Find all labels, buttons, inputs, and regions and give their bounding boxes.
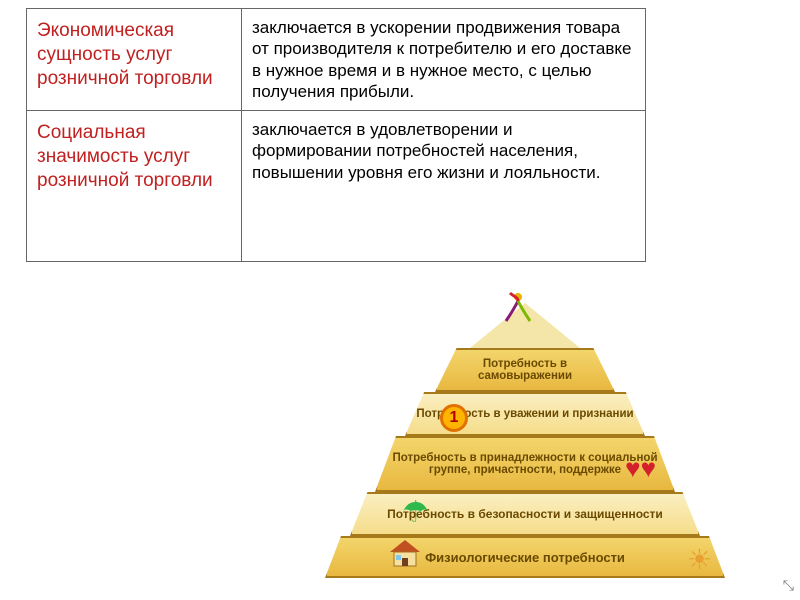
table-row: Экономическая сущность услуг розничной т… [27, 9, 645, 111]
definitions-table: Экономическая сущность услуг розничной т… [26, 8, 646, 262]
term-cell: Экономическая сущность услуг розничной т… [27, 9, 242, 110]
term-cell: Социальная значимость услуг розничной то… [27, 111, 242, 261]
maslow-pyramid: Потребность в самовыражении Потребность … [310, 270, 740, 590]
layer-label: Физиологические потребности [425, 550, 625, 565]
dancer-icon [504, 291, 532, 330]
pyramid-layer-1: Потребность в самовыражении [435, 348, 615, 392]
resize-handle-icon: ⤡ [783, 577, 794, 594]
hearts-icon: ♥♥ [625, 453, 656, 484]
definition-cell: заключается в ускорении продвижения това… [242, 9, 645, 110]
medal-number: 1 [450, 409, 459, 427]
definition-cell: заключается в удовлетворении и формирова… [242, 111, 645, 261]
layer-label: Потребность в самовыражении [437, 358, 613, 382]
umbrella-icon: ☂ [402, 495, 429, 530]
table-row: Социальная значимость услуг розничной то… [27, 111, 645, 261]
sun-icon: ☀ [687, 543, 712, 576]
house-icon [388, 538, 422, 576]
medal-icon: 1 [440, 404, 468, 432]
pyramid-layer-5: Физиологические потребности [325, 536, 725, 578]
